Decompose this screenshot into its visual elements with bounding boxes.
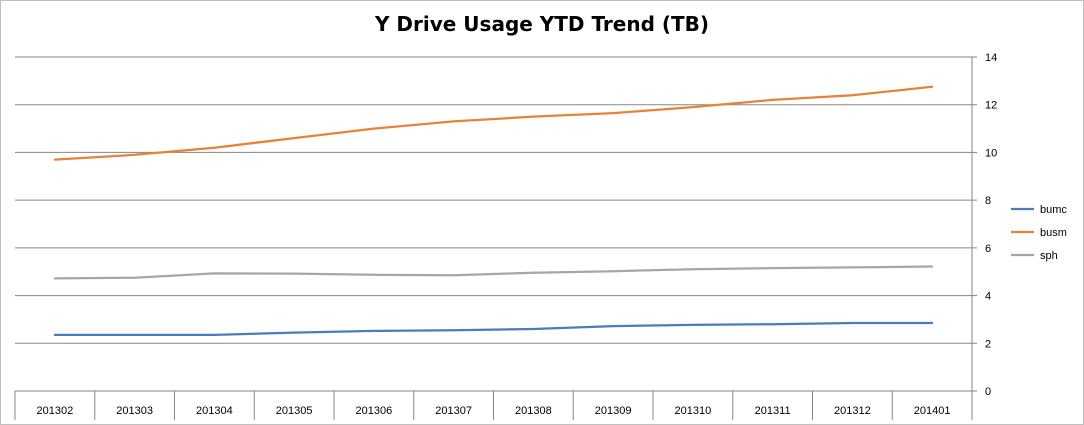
series-line-sph — [53, 265, 934, 280]
y-tick-label: 10 — [985, 147, 997, 159]
series-lines — [53, 85, 934, 337]
y-tick-label: 2 — [985, 338, 991, 350]
x-tick-label: 201303 — [116, 405, 153, 417]
legend-label-busm: busm — [1040, 227, 1067, 239]
x-tick-label: 201305 — [276, 405, 313, 417]
legend: bumc busm sph — [1011, 204, 1067, 262]
legend-label-sph: sph — [1040, 250, 1058, 262]
x-tick-label: 201307 — [435, 405, 472, 417]
x-tick-label: 201401 — [914, 405, 951, 417]
x-tick-label: 201312 — [834, 405, 871, 417]
series-line-busm — [53, 85, 934, 161]
y-tick-label: 12 — [985, 100, 997, 112]
y-tick-label: 0 — [985, 386, 991, 398]
x-tick-label: 201304 — [196, 405, 233, 417]
x-tick-label: 201311 — [755, 405, 791, 417]
axes — [14, 56, 977, 420]
gridlines — [15, 56, 972, 344]
y-tick-label: 6 — [985, 243, 991, 255]
x-tick-label: 201302 — [37, 405, 74, 417]
legend-label-bumc: bumc — [1040, 204, 1067, 216]
y-tick-label: 4 — [985, 291, 991, 303]
x-tick-label: 201306 — [356, 405, 393, 417]
y-tick-label: 8 — [985, 195, 991, 207]
series-line-bumc — [53, 321, 934, 337]
chart-title: Y Drive Usage YTD Trend (TB) — [374, 12, 710, 36]
y-tick-label: 14 — [985, 52, 997, 64]
y-tick-labels: 0 2 4 6 8 10 12 14 — [985, 52, 997, 398]
x-tick-label: 201310 — [675, 405, 712, 417]
x-tick-label: 201308 — [515, 405, 552, 417]
x-tick-label: 201309 — [595, 405, 632, 417]
x-tick-labels: 201302 201303 201304 201305 201306 201307 2013… — [37, 405, 951, 417]
